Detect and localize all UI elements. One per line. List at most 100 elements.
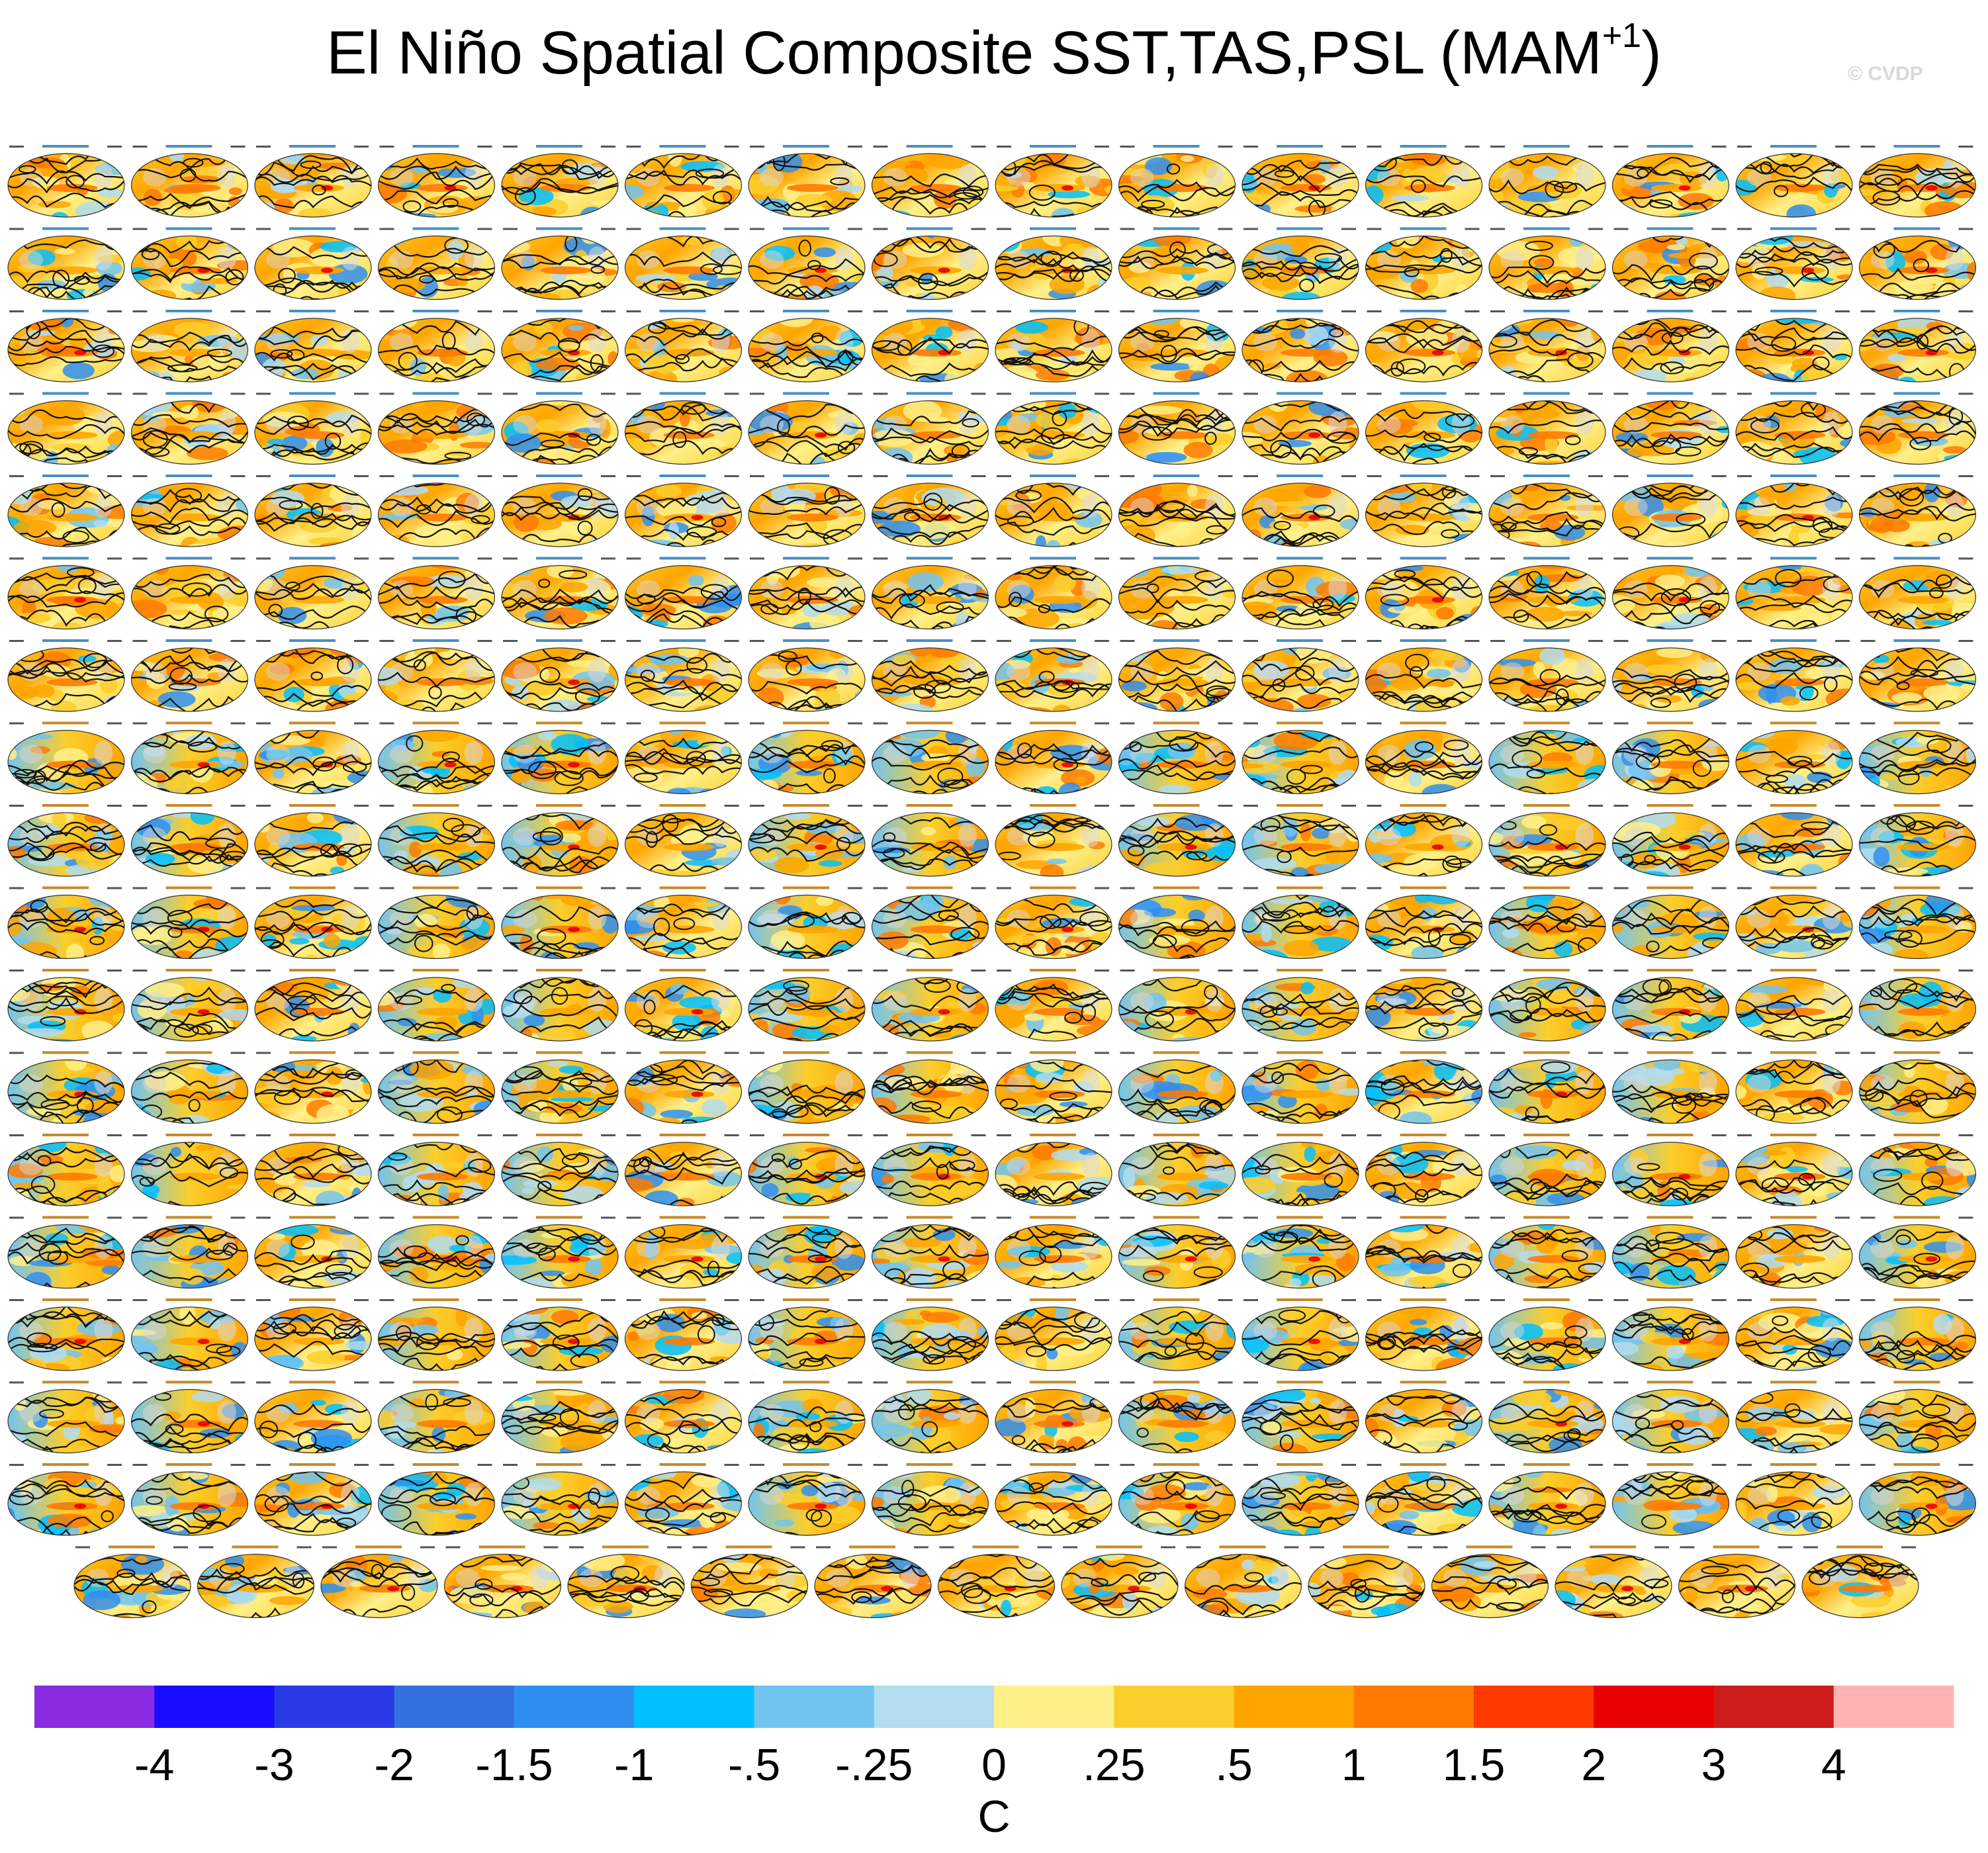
map-panel (130, 1051, 249, 1124)
panel-header-mark (230, 1052, 246, 1054)
panel-header-mark (1465, 1052, 1480, 1054)
panel-header-mark (107, 722, 122, 725)
panel-title-mark (536, 969, 582, 972)
panel-header-mark (1243, 1216, 1258, 1219)
panel-header-mark (1341, 1134, 1356, 1136)
panel-title-mark (42, 1134, 89, 1136)
panel-header-mark (1490, 1134, 1505, 1136)
panel-title-mark (1647, 639, 1694, 642)
panel-title-mark (1523, 804, 1570, 807)
panel-header-mark (9, 1216, 24, 1219)
panel-header-mark (750, 1134, 764, 1136)
panel-title-mark (1277, 227, 1323, 230)
panel-header-mark (477, 557, 492, 560)
panel-title-mark (1523, 639, 1570, 642)
panel-header-mark (1120, 722, 1135, 725)
panel-header-mark (1737, 228, 1752, 230)
panel-header-mark (354, 640, 369, 642)
panel-title-mark (536, 475, 582, 477)
map-panel (1242, 969, 1359, 1042)
panel-header-mark (724, 475, 739, 477)
panel-header-mark (354, 1134, 369, 1136)
panel-header-mark (132, 805, 148, 807)
panel-title-mark (1647, 804, 1694, 807)
panel-title-mark (42, 1216, 89, 1219)
panel-header-mark (503, 1052, 518, 1054)
panel-title-mark (783, 721, 829, 725)
map-panel (130, 227, 249, 300)
panel-header-mark (724, 1052, 739, 1054)
panel-title-mark (783, 310, 829, 312)
panel-header-mark (1120, 1134, 1135, 1136)
panel-title-mark (42, 1298, 89, 1301)
panel-title-mark (1523, 969, 1570, 972)
panel-title-mark (1153, 310, 1200, 312)
panel-title-mark (1893, 1051, 1940, 1054)
panel-title-mark (1647, 557, 1694, 560)
map-panel (1365, 227, 1483, 300)
panel-header-mark (477, 1052, 492, 1054)
panel-title-mark (659, 557, 706, 560)
panel-header-mark (1218, 887, 1233, 889)
panel-header-mark (1711, 228, 1727, 230)
panel-title-mark (1647, 145, 1694, 148)
panel-header-mark (477, 640, 492, 642)
panel-header-mark (1835, 805, 1850, 807)
panel-title-mark (165, 1051, 212, 1054)
panel-header-mark (971, 228, 986, 230)
panel-title-mark (1523, 1216, 1570, 1219)
panel-header-mark (601, 228, 615, 230)
colorbar-swatch (634, 1686, 754, 1728)
map-panel (1735, 392, 1853, 465)
panel-header-mark (1120, 228, 1135, 230)
panel-title-mark (42, 310, 89, 312)
panel-header-mark (971, 146, 986, 148)
map-panel (377, 557, 496, 630)
colorbar-swatch (394, 1686, 515, 1728)
panel-header-mark (724, 640, 739, 642)
panel-header-mark (256, 310, 271, 312)
panel-header-mark (1120, 475, 1135, 477)
panel-header-mark (1860, 475, 1875, 477)
panel-title-mark (906, 969, 953, 972)
panel-title-mark (783, 475, 829, 477)
panel-header-mark (256, 1134, 271, 1136)
map-panel (130, 969, 249, 1042)
panel-title-mark (1400, 1134, 1447, 1136)
panel-title-mark (659, 969, 706, 972)
panel-title-mark (412, 721, 459, 725)
colorbar-tick-label: 0 (981, 1740, 1007, 1790)
panel-title-mark (536, 804, 582, 807)
panel-header-mark (848, 722, 862, 725)
panel-header-mark (724, 887, 739, 889)
panel-header-mark (1711, 640, 1727, 642)
panel-header-mark (354, 970, 369, 972)
panel-title-mark (412, 1051, 459, 1054)
panel-title-mark (1277, 145, 1323, 148)
panel-header-mark (601, 1216, 615, 1219)
panel-header-mark (132, 146, 148, 148)
panel-header-mark (971, 557, 986, 560)
map-panel (501, 392, 619, 465)
panel-title-mark (1153, 392, 1200, 395)
map-panel (7, 1134, 125, 1206)
panel-header-mark (107, 640, 122, 642)
panel-header-mark (256, 640, 271, 642)
panel-title-mark (289, 639, 336, 642)
panel-title-mark (165, 227, 212, 230)
map-panel (1611, 1134, 1730, 1206)
panel-header-mark (230, 228, 246, 230)
panel-title-mark (1277, 969, 1323, 972)
panel-title-mark (289, 310, 336, 312)
panel-header-mark (997, 475, 1011, 477)
panel-header-mark (1120, 1216, 1135, 1219)
panel-header-mark (1095, 557, 1109, 560)
map-panel (995, 1051, 1112, 1124)
colorbar-swatch (1833, 1686, 1954, 1728)
panel-title-mark (1523, 227, 1570, 230)
panel-header-mark (601, 970, 615, 972)
panel-header-mark (1711, 392, 1727, 395)
panel-header-mark (1711, 1134, 1727, 1136)
panel-title-mark (906, 310, 953, 312)
